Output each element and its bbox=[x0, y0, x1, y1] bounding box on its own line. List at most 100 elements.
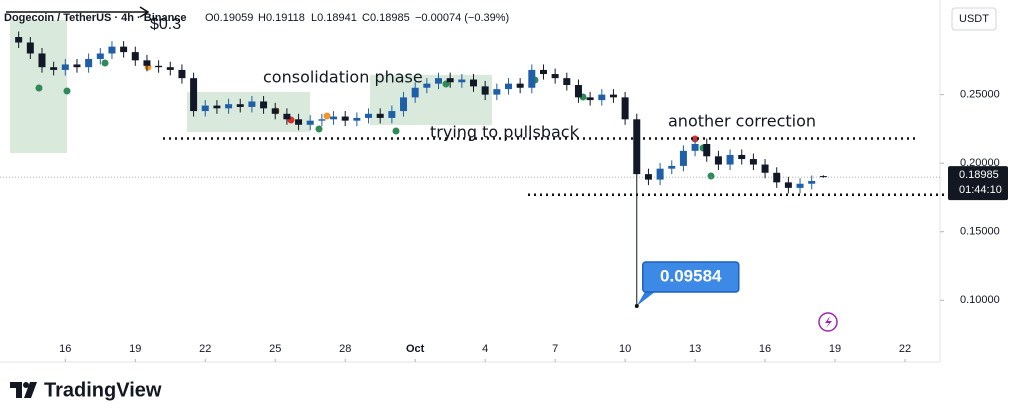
candle-body bbox=[679, 150, 687, 166]
candle-body bbox=[668, 165, 676, 169]
candle-body bbox=[143, 60, 151, 66]
candle-body bbox=[808, 181, 816, 184]
candle-body bbox=[539, 69, 547, 75]
logo-mark bbox=[10, 382, 37, 398]
x-tick-label: 22 bbox=[199, 343, 211, 355]
candle-body bbox=[213, 105, 221, 109]
candle-body bbox=[131, 52, 139, 61]
candle-body bbox=[621, 97, 629, 120]
signal-dot bbox=[101, 59, 109, 67]
candle-body bbox=[458, 79, 466, 83]
candle-body bbox=[388, 111, 396, 118]
candle-body bbox=[644, 174, 652, 180]
candle-body bbox=[330, 116, 338, 120]
x-tick-label: 19 bbox=[829, 343, 841, 355]
candle-body bbox=[225, 104, 233, 109]
ohlc-change: −0.00074 (−0.39%) bbox=[415, 12, 509, 24]
candle-body bbox=[435, 78, 443, 84]
candle-body bbox=[306, 120, 314, 125]
ohlc-high: H0.19118 bbox=[258, 12, 305, 24]
candle-body bbox=[96, 53, 104, 59]
candle-body bbox=[516, 83, 524, 88]
candle-body bbox=[469, 79, 477, 87]
countdown: 01:44:10 bbox=[959, 184, 1002, 196]
logo: TradingView bbox=[10, 379, 162, 401]
x-tick-label: 19 bbox=[129, 343, 141, 355]
candle-body bbox=[574, 85, 582, 98]
candle-body bbox=[761, 164, 769, 173]
candle-body bbox=[178, 69, 186, 79]
candle-body bbox=[784, 182, 792, 188]
candle-body bbox=[201, 105, 209, 112]
x-tick-label: 4 bbox=[482, 343, 488, 355]
candle-body bbox=[248, 101, 256, 107]
ohlc-close: C0.18985 bbox=[362, 12, 410, 24]
candle-body bbox=[586, 97, 594, 101]
candle-body bbox=[796, 183, 804, 188]
signal-dot bbox=[315, 125, 323, 133]
candle-body bbox=[15, 37, 23, 43]
candle-body bbox=[749, 159, 757, 165]
callout-box bbox=[642, 261, 740, 293]
x-tick-label: 16 bbox=[59, 343, 71, 355]
candle-body bbox=[341, 116, 349, 121]
candle-body bbox=[260, 101, 268, 109]
ohlc-low: L0.18941 bbox=[311, 12, 357, 24]
currency[interactable]: USDT bbox=[959, 13, 989, 25]
signal-dot bbox=[707, 172, 715, 180]
alert-icon-bolt bbox=[825, 316, 832, 328]
candle-body bbox=[609, 94, 617, 98]
candle-body bbox=[155, 65, 163, 68]
price-label: 0.18985 bbox=[959, 169, 999, 181]
overlay-text: $0.3 bbox=[150, 16, 181, 33]
currency-box[interactable] bbox=[951, 7, 997, 31]
candle-body bbox=[656, 168, 664, 180]
candle-body bbox=[714, 156, 722, 165]
annotation: consolidation phase bbox=[263, 68, 423, 87]
candle-body bbox=[108, 46, 116, 54]
candle-body bbox=[166, 67, 174, 70]
candle-body bbox=[38, 53, 46, 68]
candle-body bbox=[423, 83, 431, 88]
x-tick-label: 25 bbox=[269, 343, 281, 355]
alert-icon[interactable] bbox=[818, 312, 838, 332]
candle-body bbox=[376, 113, 384, 118]
candle-body bbox=[691, 143, 699, 151]
candle-body bbox=[481, 86, 489, 95]
candle-body bbox=[633, 119, 641, 175]
annotation: trying to pullsback bbox=[430, 123, 580, 142]
signal-dot bbox=[392, 127, 400, 135]
candle-body bbox=[318, 119, 326, 121]
signal-dot bbox=[323, 112, 331, 120]
annotation: another correction bbox=[668, 112, 816, 131]
y-tick-label: 0.10000 bbox=[960, 294, 1000, 306]
candle-body bbox=[50, 67, 58, 70]
x-tick-label: 28 bbox=[339, 343, 351, 355]
zone bbox=[187, 92, 310, 132]
y-tick-label: 0.20000 bbox=[960, 157, 1000, 169]
candle-body bbox=[61, 64, 69, 70]
x-tick-label: 7 bbox=[552, 343, 558, 355]
candle-body bbox=[190, 78, 198, 112]
signal-dots bbox=[35, 59, 715, 180]
signal-dot bbox=[35, 84, 43, 92]
candle-body bbox=[528, 69, 536, 88]
candle-body bbox=[504, 83, 512, 90]
candle-body bbox=[446, 78, 454, 83]
x-tick-label: 16 bbox=[759, 343, 771, 355]
callout-label: 0.09584 bbox=[660, 266, 722, 285]
x-tick-label: Oct bbox=[406, 343, 425, 355]
candle-body bbox=[271, 108, 279, 114]
candle-body bbox=[353, 117, 361, 121]
candle-body bbox=[551, 74, 559, 79]
candle-body bbox=[819, 176, 827, 178]
candle-body bbox=[236, 104, 244, 107]
ohlc-open: O0.19059 bbox=[205, 12, 253, 24]
candle-body bbox=[493, 89, 501, 95]
candle-body bbox=[703, 143, 711, 157]
candle-body bbox=[598, 94, 606, 101]
low-point bbox=[634, 303, 639, 308]
candle-body bbox=[283, 113, 291, 120]
candle-body bbox=[563, 78, 571, 86]
